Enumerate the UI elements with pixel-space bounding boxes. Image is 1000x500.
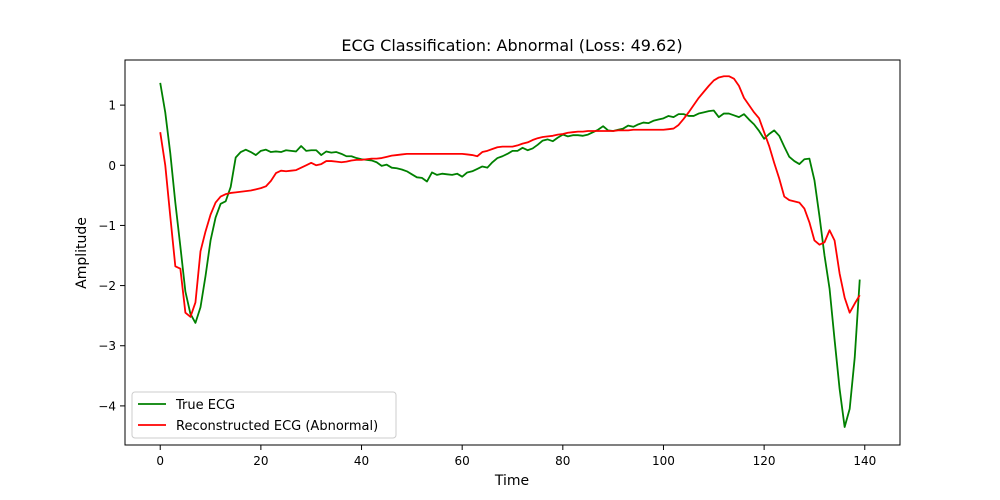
y-tick-label: −3 (98, 339, 116, 353)
series-line-0 (159, 82, 861, 428)
x-tick-label: 140 (853, 454, 876, 468)
x-tick-label: 100 (652, 454, 675, 468)
x-axis-label: Time (494, 473, 529, 489)
legend-label-0: True ECG (175, 398, 235, 413)
legend: True ECG Reconstructed ECG (Abnormal) (131, 391, 397, 439)
x-tick-label: 40 (354, 454, 369, 468)
y-tick-label: −1 (98, 219, 116, 233)
y-tick-label: 1 (108, 99, 116, 113)
y-tick-label: −2 (98, 279, 116, 293)
y-tick-label: −4 (98, 399, 116, 413)
x-tick-label: 0 (156, 454, 164, 468)
chart-title: ECG Classification: Abnormal (Loss: 49.6… (341, 36, 682, 55)
axes-frame (124, 59, 901, 446)
y-tick-label: 0 (108, 159, 116, 173)
series-line-1 (159, 75, 861, 318)
x-tick-label: 120 (753, 454, 776, 468)
x-tick-label: 80 (555, 454, 570, 468)
y-axis-label: Amplitude (74, 217, 90, 289)
legend-label-1: Reconstructed ECG (Abnormal) (176, 419, 378, 434)
x-tick-label: 20 (253, 454, 268, 468)
plot-area: 0 20 40 60 80 100 120 140 −4 −3 −2 −1 0 1 (98, 59, 901, 468)
x-tick-label: 60 (455, 454, 470, 468)
legend-box (131, 391, 397, 439)
